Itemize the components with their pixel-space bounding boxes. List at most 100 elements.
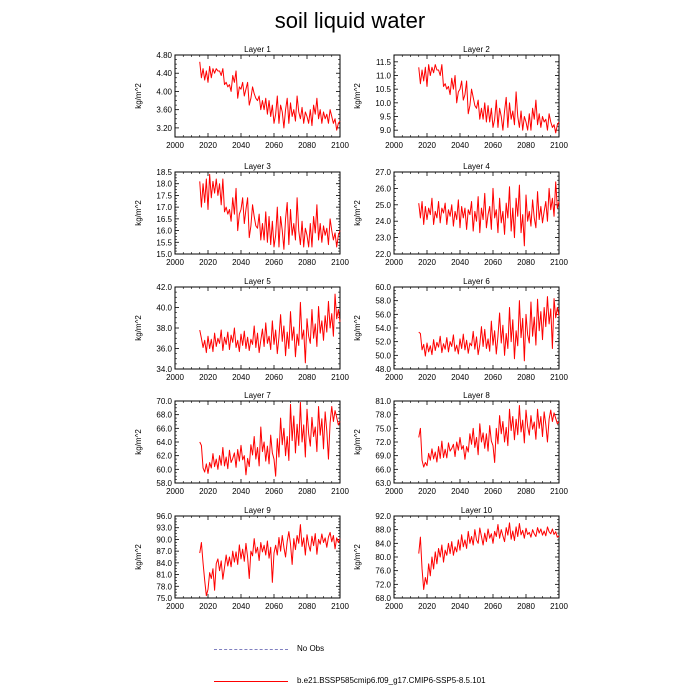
y-tick-label: 11.5 bbox=[376, 58, 392, 67]
y-axis-label: kg/m^2 bbox=[353, 83, 362, 109]
y-tick-label: 22.0 bbox=[375, 250, 391, 259]
y-tick-label: 87.0 bbox=[156, 547, 172, 556]
y-tick-label: 78.0 bbox=[156, 582, 172, 591]
y-tick-label: 3.20 bbox=[156, 124, 172, 133]
y-tick-label: 9.0 bbox=[380, 126, 392, 135]
x-tick-label: 2040 bbox=[451, 602, 469, 611]
x-tick-label: 2040 bbox=[232, 141, 250, 150]
panel-title: Layer 10 bbox=[461, 506, 493, 515]
legend-no-obs-line bbox=[214, 649, 288, 650]
x-tick-label: 2000 bbox=[166, 487, 184, 496]
panel-title: Layer 3 bbox=[244, 162, 271, 171]
y-axis-label: kg/m^2 bbox=[134, 544, 143, 570]
x-tick-label: 2060 bbox=[265, 141, 283, 150]
x-tick-label: 2000 bbox=[385, 141, 403, 150]
x-tick-label: 2020 bbox=[418, 258, 436, 267]
x-tick-label: 2020 bbox=[199, 373, 217, 382]
panel-title: Layer 6 bbox=[463, 277, 490, 286]
chart-panel-7: Layer 7 kg/m^2 2000 2020 2040 2060 2080 2100 58.… bbox=[134, 391, 349, 496]
legend-no-obs-label: No Obs bbox=[297, 644, 325, 653]
x-tick-label: 2020 bbox=[418, 373, 436, 382]
y-tick-label: 26.0 bbox=[375, 184, 391, 193]
x-tick-label: 2080 bbox=[517, 258, 535, 267]
y-tick-label: 17.0 bbox=[156, 203, 172, 212]
y-tick-label: 76.0 bbox=[375, 567, 391, 576]
x-tick-label: 2000 bbox=[166, 602, 184, 611]
y-tick-label: 40.0 bbox=[156, 304, 172, 313]
y-tick-label: 68.0 bbox=[156, 411, 172, 420]
series-line bbox=[418, 405, 560, 468]
y-tick-label: 80.0 bbox=[375, 553, 391, 562]
y-tick-label: 72.0 bbox=[375, 580, 391, 589]
y-tick-label: 84.0 bbox=[156, 559, 172, 568]
x-tick-label: 2060 bbox=[484, 258, 502, 267]
x-tick-label: 2000 bbox=[385, 258, 403, 267]
x-tick-label: 2100 bbox=[550, 602, 568, 611]
y-tick-label: 16.0 bbox=[156, 227, 172, 236]
x-tick-label: 2080 bbox=[298, 487, 316, 496]
y-tick-label: 3.60 bbox=[156, 106, 172, 115]
y-tick-label: 75.0 bbox=[156, 594, 172, 603]
series-line bbox=[199, 173, 341, 250]
y-tick-label: 27.0 bbox=[375, 168, 391, 177]
y-tick-label: 16.5 bbox=[156, 215, 172, 224]
x-tick-label: 2020 bbox=[199, 602, 217, 611]
x-tick-label: 2100 bbox=[550, 373, 568, 382]
panel-title: Layer 1 bbox=[244, 45, 271, 54]
y-tick-label: 70.0 bbox=[156, 397, 172, 406]
y-tick-label: 52.0 bbox=[375, 338, 391, 347]
chart-panel-1: Layer 1 kg/m^2 2000 2020 2040 2060 2080 2100 3.2… bbox=[134, 45, 349, 150]
x-tick-label: 2100 bbox=[550, 487, 568, 496]
y-tick-label: 25.0 bbox=[375, 201, 391, 210]
y-tick-label: 10.5 bbox=[375, 85, 391, 94]
x-tick-label: 2060 bbox=[265, 373, 283, 382]
x-tick-label: 2100 bbox=[331, 487, 349, 496]
y-tick-label: 11.0 bbox=[376, 72, 392, 81]
series-line bbox=[199, 61, 341, 131]
y-tick-label: 81.0 bbox=[156, 571, 172, 580]
y-tick-label: 48.0 bbox=[375, 365, 391, 374]
x-tick-label: 2040 bbox=[232, 487, 250, 496]
series-line bbox=[418, 522, 560, 590]
y-axis-label: kg/m^2 bbox=[353, 544, 362, 570]
figure-title: soil liquid water bbox=[274, 8, 426, 33]
y-tick-label: 66.0 bbox=[375, 465, 391, 474]
chart-panel-2: Layer 2 kg/m^2 2000 2020 2040 2060 2080 2100 9.0… bbox=[353, 45, 568, 150]
y-tick-label: 92.0 bbox=[375, 512, 391, 521]
plot-frame bbox=[393, 286, 560, 370]
x-tick-label: 2000 bbox=[166, 258, 184, 267]
y-tick-label: 36.0 bbox=[156, 345, 172, 354]
legend-run-line bbox=[214, 681, 288, 682]
y-tick-label: 23.0 bbox=[375, 234, 391, 243]
y-tick-label: 60.0 bbox=[375, 283, 391, 292]
y-tick-label: 10.0 bbox=[375, 99, 391, 108]
x-tick-label: 2040 bbox=[232, 373, 250, 382]
x-tick-label: 2080 bbox=[298, 602, 316, 611]
y-axis-label: kg/m^2 bbox=[353, 315, 362, 341]
x-tick-label: 2020 bbox=[418, 487, 436, 496]
y-tick-label: 42.0 bbox=[156, 283, 172, 292]
y-tick-label: 81.0 bbox=[375, 397, 391, 406]
y-tick-label: 60.0 bbox=[156, 465, 172, 474]
x-tick-label: 2060 bbox=[484, 141, 502, 150]
x-tick-label: 2020 bbox=[199, 487, 217, 496]
y-tick-label: 4.00 bbox=[156, 87, 172, 96]
y-tick-label: 38.0 bbox=[156, 324, 172, 333]
y-tick-label: 93.0 bbox=[156, 524, 172, 533]
y-tick-label: 50.0 bbox=[375, 351, 391, 360]
x-tick-label: 2040 bbox=[451, 487, 469, 496]
legend-run-label: b.e21.BSSP585cmip6.f09_g17.CMIP6-SSP5-8.… bbox=[297, 676, 486, 685]
y-axis-label: kg/m^2 bbox=[134, 83, 143, 109]
x-tick-label: 2060 bbox=[484, 487, 502, 496]
panel-title: Layer 9 bbox=[244, 506, 271, 515]
panel-title: Layer 5 bbox=[244, 277, 271, 286]
plot-frame bbox=[174, 515, 341, 599]
y-tick-label: 17.5 bbox=[156, 191, 172, 200]
x-tick-label: 2020 bbox=[418, 602, 436, 611]
plot-frame bbox=[393, 515, 560, 599]
x-tick-label: 2020 bbox=[199, 258, 217, 267]
x-tick-label: 2040 bbox=[451, 258, 469, 267]
y-tick-label: 24.0 bbox=[375, 217, 391, 226]
y-axis-label: kg/m^2 bbox=[353, 200, 362, 226]
y-tick-label: 69.0 bbox=[375, 452, 391, 461]
